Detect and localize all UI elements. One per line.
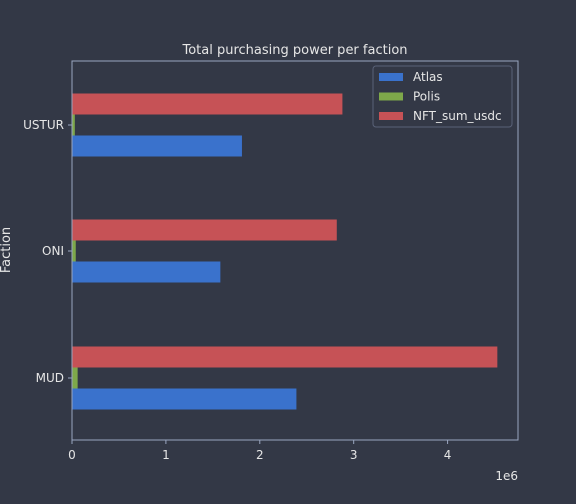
legend-box: [372, 65, 513, 128]
legend: Atlas Polis NFT_sum_usdc: [372, 65, 513, 128]
x-tick-label: 4: [444, 448, 452, 462]
x-tick-label: 1: [162, 448, 170, 462]
x-tick-label: 0: [68, 448, 76, 462]
bar-polis-ustur: [72, 114, 75, 136]
x-tick-label: 2: [256, 448, 264, 462]
y-axis-label: Faction: [0, 227, 14, 273]
bar-nft_sum_usdc-ustur: [72, 93, 343, 115]
legend-label-polis: Polis: [413, 90, 440, 104]
bars-group: [72, 93, 498, 410]
ticks-group: MUD ONI USTUR 0 1 2 3 4: [23, 118, 451, 462]
bar-atlas-oni: [72, 261, 221, 283]
legend-label-nft_sum_usdc: NFT_sum_usdc: [413, 109, 502, 123]
legend-swatch-polis: [379, 92, 403, 101]
chart-title: Total purchasing power per faction: [181, 43, 407, 58]
legend-label-atlas: Atlas: [413, 70, 443, 84]
y-tick-label: ONI: [42, 244, 64, 258]
y-tick-label: MUD: [36, 371, 64, 385]
bar-atlas-mud: [72, 388, 297, 410]
bar-polis-oni: [72, 240, 76, 262]
bar-nft_sum_usdc-oni: [72, 219, 337, 241]
y-tick-label: USTUR: [23, 118, 64, 132]
bar-polis-mud: [72, 367, 78, 389]
x-axis-multiplier: 1e6: [495, 469, 518, 483]
legend-swatch-atlas: [379, 73, 403, 81]
bar-atlas-ustur: [72, 135, 242, 157]
legend-swatch-nft_sum_usdc: [379, 112, 403, 120]
x-tick-label: 3: [350, 448, 358, 462]
plot-frame: [71, 60, 519, 441]
bar-nft_sum_usdc-mud: [72, 346, 498, 368]
